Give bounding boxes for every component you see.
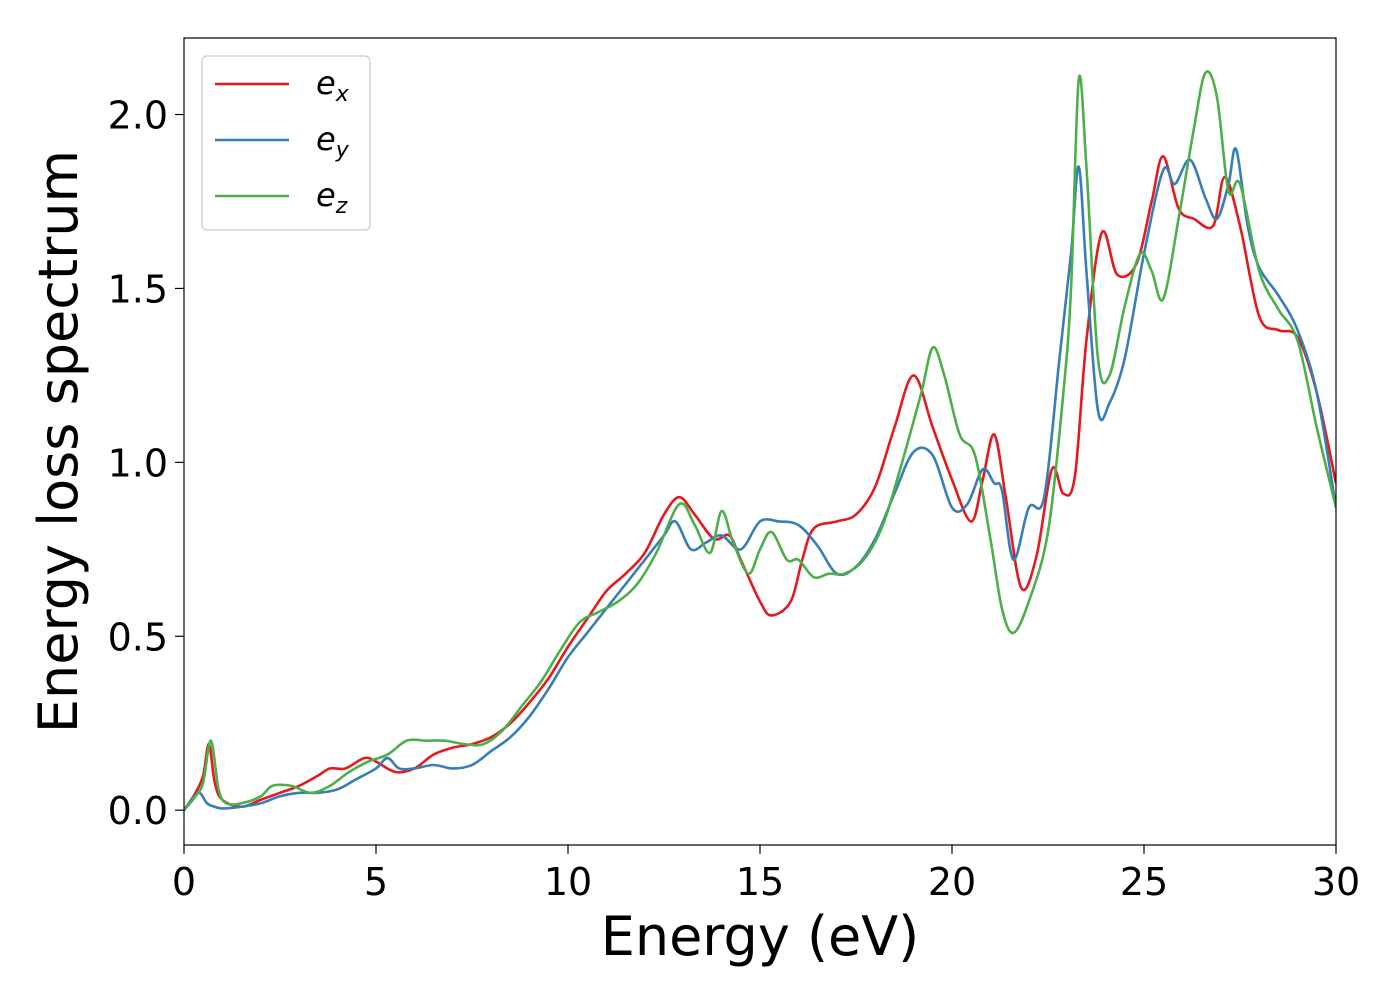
x-tick-label: 30 [1312, 860, 1360, 904]
legend-box [201, 55, 371, 231]
y-tick-label: 1.0 [108, 441, 168, 485]
legend-label: ex [316, 64, 350, 107]
y-tick-label: 0.0 [108, 789, 168, 833]
legend: ex ey ez [201, 55, 371, 231]
y-tick-label: 1.5 [108, 267, 168, 311]
series-line-e-z [184, 70, 1336, 812]
y-tick-label: 2.0 [108, 94, 168, 138]
y-axis-title: Energy loss spectrum [27, 150, 90, 733]
x-tick-label: 20 [928, 860, 976, 904]
x-tick-label: 25 [1120, 860, 1168, 904]
x-tick-label: 15 [736, 860, 784, 904]
x-tick-label: 10 [544, 860, 592, 904]
x-tick-label: 5 [364, 860, 388, 904]
x-axis-title: Energy (eV) [601, 905, 920, 968]
y-tick-label: 0.5 [108, 615, 168, 659]
x-tick-label: 0 [172, 860, 196, 904]
legend-label: ez [316, 176, 348, 219]
series-layer [184, 70, 1336, 812]
series-line-e-x [184, 154, 1336, 811]
y-axis: 0.0 0.5 1.0 1.5 2.0 [108, 94, 184, 833]
x-axis: 0 5 10 15 20 25 30 [172, 845, 1360, 904]
legend-label: ey [316, 120, 350, 163]
series-line-e-y [184, 147, 1336, 811]
